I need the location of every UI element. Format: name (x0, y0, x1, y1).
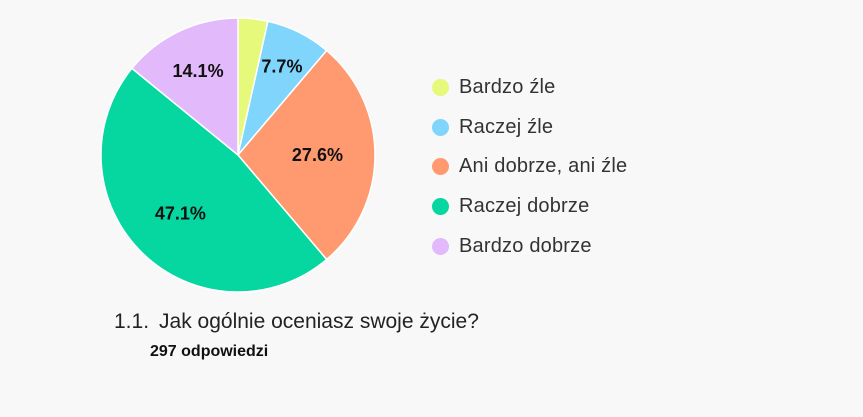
legend-item-bardzo-dobrze[interactable]: Bardzo dobrze (432, 226, 627, 266)
question-text: Jak ogólnie oceniasz swoje życie? (159, 310, 479, 333)
legend-swatch (432, 158, 449, 176)
pie-slice-raczej-dobrze[interactable] (100, 67, 328, 293)
legend-swatch (432, 237, 449, 255)
legend-label: Bardzo źle (459, 76, 556, 99)
legend-swatch (432, 118, 449, 136)
legend-item-raczej-zle[interactable]: Raczej źle (432, 108, 627, 148)
legend-label: Raczej dobrze (459, 195, 590, 218)
question-number: 1.1. (114, 310, 150, 333)
pie-data-label-ani-dobrze-ani-zle: 27.6% (292, 145, 343, 165)
legend-label: Bardzo dobrze (459, 234, 592, 257)
pie-data-label-bardzo-dobrze: 14.1% (173, 61, 224, 81)
legend-swatch (432, 198, 449, 216)
pie-data-label-raczej-dobrze: 47.1% (155, 204, 206, 224)
question-title: 1.1. Jak ogólnie oceniasz swoje życie? (114, 310, 479, 334)
legend-label: Raczej źle (459, 115, 554, 138)
legend-item-bardzo-zle[interactable]: Bardzo źle (432, 68, 627, 108)
legend-item-ani-dobrze-ani-zle[interactable]: Ani dobrze, ani źle (432, 147, 627, 187)
pie-data-label-raczej-zle: 7.7% (261, 57, 302, 77)
pie-slice-ani-dobrze-ani-zle[interactable] (237, 49, 376, 261)
legend-label: Ani dobrze, ani źle (459, 155, 628, 178)
legend: Bardzo źle Raczej źle Ani dobrze, ani źl… (432, 68, 627, 266)
legend-swatch (432, 79, 449, 97)
legend-item-raczej-dobrze[interactable]: Raczej dobrze (432, 187, 627, 227)
response-count: 297 odpowiedzi (150, 343, 269, 360)
pie-slice-bardzo-dobrze[interactable] (130, 17, 239, 157)
